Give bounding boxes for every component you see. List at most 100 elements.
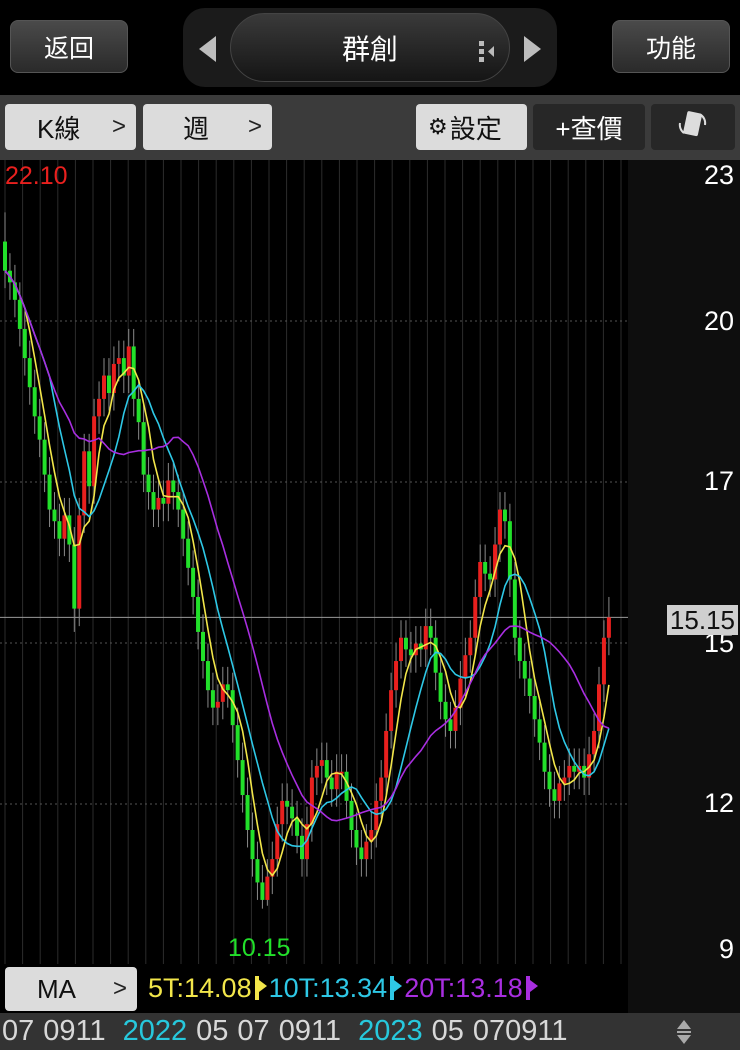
candle-body xyxy=(527,678,532,696)
candle-body xyxy=(205,661,210,691)
back-label: 返回 xyxy=(43,34,94,63)
candle-body xyxy=(453,707,458,731)
candle-body xyxy=(344,771,349,801)
candle-body xyxy=(17,299,22,329)
candle-body xyxy=(131,346,136,399)
candle-body xyxy=(374,800,379,830)
chart-type-button[interactable]: K線 > xyxy=(5,104,136,150)
candle-body xyxy=(468,637,473,656)
candle-body xyxy=(3,241,7,271)
y-tick-label: 20 xyxy=(703,306,734,336)
rotate-screen-button[interactable] xyxy=(651,104,735,150)
candle-body xyxy=(597,684,601,731)
flag-icon xyxy=(254,976,267,1000)
time-axis-label: 07 xyxy=(237,1015,270,1047)
chart-type-label: K線 xyxy=(37,113,81,144)
chart-toolbar: K線 > 週 > ⚙ 設定 +查價 xyxy=(0,95,740,160)
function-button[interactable]: 功能 xyxy=(612,20,730,73)
candle-body xyxy=(354,830,359,848)
candle-body xyxy=(225,684,230,691)
candle-body xyxy=(67,515,72,545)
candle-body xyxy=(196,596,201,632)
candle-body xyxy=(334,771,339,790)
candle-body xyxy=(547,771,552,790)
candle-body xyxy=(408,649,413,656)
candle-body xyxy=(126,346,131,376)
candle-body xyxy=(186,538,191,568)
gear-icon: ⚙ xyxy=(428,114,448,139)
candle-body xyxy=(542,742,547,772)
candle-body xyxy=(552,789,557,801)
candle-body xyxy=(379,777,384,801)
candle-body xyxy=(265,876,270,900)
stock-list-icon[interactable] xyxy=(479,38,495,62)
ma-line-20T xyxy=(4,270,610,822)
time-axis[interactable]: 07 0911 2022 05 07 0911 2023 05 070911 xyxy=(0,1013,740,1050)
candle-body xyxy=(22,328,27,359)
candlestick-chart[interactable]: 22.10 10.15 xyxy=(0,160,628,965)
candle-body xyxy=(463,655,468,679)
quote-label: +查價 xyxy=(555,113,623,144)
candle-body xyxy=(121,358,126,376)
candle-body xyxy=(488,573,493,580)
y-tick-label: 12 xyxy=(703,788,734,818)
back-button[interactable]: 返回 xyxy=(10,20,128,73)
period-button[interactable]: 週 > xyxy=(143,104,272,150)
indicator-button[interactable]: MA > xyxy=(5,967,137,1011)
candle-body xyxy=(300,835,304,860)
candle-body xyxy=(156,497,161,510)
candle-body xyxy=(394,661,399,691)
indicator-bar-right xyxy=(628,965,740,1013)
candle-body xyxy=(106,375,111,394)
indicator-label: MA xyxy=(37,973,76,1004)
candle-body xyxy=(339,771,344,774)
candle-body xyxy=(557,783,562,801)
scroll-updown-icon[interactable] xyxy=(676,1019,692,1045)
candle-body xyxy=(161,497,166,504)
time-axis-label: 05 xyxy=(196,1015,229,1047)
ma20-value: 20T:13.18 xyxy=(404,973,523,1003)
time-axis-labels: 07 0911 2022 05 07 0911 2023 05 070911 xyxy=(0,1015,576,1048)
candle-body xyxy=(290,806,295,819)
candle-body xyxy=(240,760,245,796)
candle-body xyxy=(562,777,567,784)
candle-body xyxy=(260,882,265,900)
candle-body xyxy=(478,562,483,597)
chevron-right-icon: > xyxy=(111,113,126,140)
candle-body xyxy=(111,363,116,394)
candle-body xyxy=(458,678,463,708)
top-bar: 返回 群創 功能 xyxy=(0,0,740,95)
stock-name-pill[interactable]: 群創 xyxy=(230,13,510,82)
ma5-value: 5T:14.08 xyxy=(148,973,252,1003)
candle-body xyxy=(512,579,517,638)
candle-body xyxy=(52,509,57,522)
candle-body xyxy=(493,544,498,580)
function-label: 功能 xyxy=(645,34,696,63)
candle-body xyxy=(433,637,438,673)
chevron-right-icon: > xyxy=(112,975,127,1002)
candle-body xyxy=(532,696,537,720)
chevron-right-icon: > xyxy=(247,113,262,140)
candle-body xyxy=(146,474,151,493)
candle-body xyxy=(92,416,97,487)
candle-body xyxy=(245,795,250,830)
min-price-label: 10.15 xyxy=(228,934,291,962)
candle-body xyxy=(309,777,314,825)
price-axis: 23 20 17 15 12 9 15.15 xyxy=(628,160,740,965)
candle-body xyxy=(483,562,488,574)
time-axis-label: 2023 xyxy=(358,1015,423,1047)
quote-button[interactable]: +查價 xyxy=(533,104,645,150)
settings-button[interactable]: ⚙ 設定 xyxy=(416,104,527,150)
chart-canvas[interactable] xyxy=(0,160,628,965)
candle-body xyxy=(295,818,300,836)
candle-body xyxy=(359,847,364,860)
candle-body xyxy=(141,422,146,475)
next-stock-arrow-icon[interactable] xyxy=(524,36,541,62)
previous-stock-arrow-icon[interactable] xyxy=(199,36,216,62)
candle-body xyxy=(601,637,606,685)
y-tick-label: 9 xyxy=(718,934,734,964)
candle-body xyxy=(37,416,42,440)
candle-body xyxy=(191,567,196,597)
period-label: 週 xyxy=(183,113,210,144)
candle-body xyxy=(82,451,87,516)
